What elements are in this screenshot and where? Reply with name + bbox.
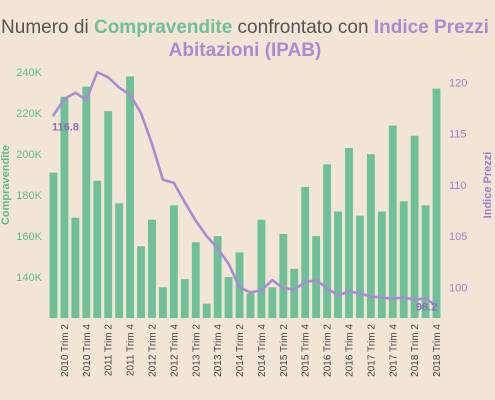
y-left-tick-label: 220K [16,108,42,120]
bar [148,219,156,318]
bar [312,236,321,318]
bar [432,88,441,319]
bar [202,303,211,318]
bar [290,268,299,318]
bar [137,246,145,318]
x-tick-label: 2018 Trim 2 [410,324,421,377]
line-series [52,70,438,308]
y-left-tick-label: 180K [16,190,42,202]
x-tick-label: 2010 Trim 2 [60,324,71,377]
bar [82,86,91,318]
bar [180,279,189,318]
x-tick-label: 2014 Trim 4 [257,324,268,377]
bar [268,287,277,318]
bar [257,219,266,318]
x-axis: 2010 Trim 2 2010 Trim 4 2011 Trim 2 2011 Tr… [60,324,443,377]
bar [246,293,255,318]
y-left-tick-label: 200K [16,149,42,161]
bar [115,203,124,318]
bar [60,96,69,318]
bar [323,164,332,318]
y-right-tick-label: 115 [449,129,467,141]
bar [224,277,233,318]
bar [213,236,222,318]
bar [126,76,135,318]
bar [366,154,375,318]
x-tick-label: 2010 Trim 4 [82,324,93,377]
bar [191,242,200,318]
x-tick-label: 2015 Trim 4 [301,324,312,377]
left-axis: 140K 160K 180K 200K 220K 240K [16,67,42,284]
price-index-line [52,70,438,308]
x-tick-label: 2011 Trim 4 [126,324,137,376]
x-tick-label: 2012 Trim 4 [169,324,180,377]
title-middle: confrontato con [232,17,374,38]
x-tick-label: 2013 Trim 4 [213,324,224,377]
bar [279,234,288,318]
y-right-tick-label: 120 [449,77,467,89]
y-left-tick-label: 140K [16,272,42,284]
x-tick-label: 2017 Trim 2 [366,324,377,377]
annotation-last-value: 98.2 [416,302,437,314]
title-series-indice: Indice Prezzi [374,17,489,38]
bar [399,201,408,318]
y-left-tick-label: 240K [16,67,42,79]
y-axis-right-title: Indice Prezzi [482,152,494,219]
bar [158,287,167,318]
bar [93,180,102,318]
bar [388,125,397,319]
bar [345,148,353,318]
bar [355,215,364,318]
chart-title-line2: Abitazioni (IPAB) [169,40,322,61]
bar [377,211,386,318]
bar-series [49,76,441,319]
bar [49,172,58,318]
x-tick-label: 2015 Trim 2 [279,324,290,377]
bar [71,217,80,318]
title-prefix: Numero di [1,17,94,38]
bar [410,135,419,318]
bar [104,111,113,319]
x-tick-label: 2011 Trim 2 [104,324,115,376]
chart-title: Numero di Compravendite confrontato con … [1,17,489,38]
bar [334,211,342,318]
x-tick-label: 2013 Trim 2 [191,324,202,377]
x-tick-label: 2016 Trim 2 [323,324,334,377]
y-right-tick-label: 100 [449,282,467,294]
x-tick-label: 2016 Trim 4 [344,324,355,377]
x-tick-label: 2012 Trim 2 [147,324,158,377]
y-left-tick-label: 160K [16,231,42,243]
bar [301,186,310,318]
y-right-tick-label: 105 [449,231,467,243]
y-axis-left-title: Compravendite [0,145,12,225]
x-tick-label: 2014 Trim 2 [235,324,246,377]
bar [421,205,430,318]
bar [169,205,178,318]
x-tick-label: 2017 Trim 4 [388,324,399,377]
title-series-compravendite: Compravendite [94,17,232,38]
right-axis: 100 105 110 115 120 [449,77,467,294]
y-right-tick-label: 110 [449,180,467,192]
annotation-first-value: 116.8 [52,121,79,133]
x-tick-label: 2018 Trim 4 [432,324,443,377]
